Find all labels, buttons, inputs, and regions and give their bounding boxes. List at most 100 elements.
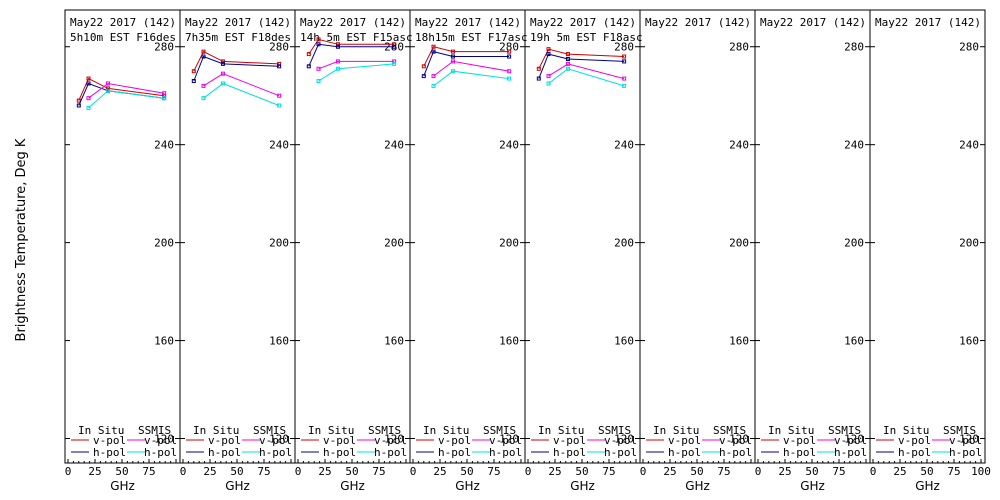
insitu-vpol-line [538,48,625,70]
ssmis-hpol-point [277,103,282,108]
insitu-vpol-point [306,52,311,57]
insitu-hpol-point [86,81,91,86]
ssmis-vpol-point [450,59,455,64]
panel-title: May22 2017 (142) [185,16,291,29]
x-tick-label: 0 [755,465,762,478]
ssmis-vpol-point [162,91,167,96]
ssmis-vpol-line [433,60,510,77]
legend-label-insitu-hpol: h-pol [898,446,931,459]
ssmis-hpol-point [622,83,627,88]
legend-title-insitu: In Situ [78,424,124,437]
x-tick-label: 25 [318,465,331,478]
ssmis-hpol-line [318,63,395,82]
insitu-hpol-point [565,56,570,61]
x-tick-label: 0 [295,465,302,478]
ssmis-vpol-point [507,69,512,74]
y-tick-label: 120 [269,433,289,446]
ssmis-vpol-point [335,59,340,64]
x-axis-label: GHz [340,479,365,493]
panel-subtitle: 14h 5m EST F15asc [300,31,413,44]
legend-label-insitu-hpol: h-pol [553,446,586,459]
panel-subtitle: 19h 5m EST F18asc [530,31,643,44]
ssmis-vpol-point [316,66,321,71]
insitu-vpol-line [78,77,165,101]
y-tick-label: 120 [384,433,404,446]
x-tick-label: 75 [717,465,730,478]
legend-title-insitu: In Situ [308,424,354,437]
legend-title-insitu: In Situ [423,424,469,437]
insitu-vpol-point [431,44,436,49]
insitu-hpol-point [546,52,551,57]
x-tick-label: 0 [410,465,417,478]
legend-label-ssmis-vpol: v-pol [259,434,292,447]
y-tick-label: 160 [269,335,289,348]
x-tick-label: 75 [487,465,500,478]
panel-7: 120 160 200 240 280 0 25 50 75 GHz May22 2017 (142… [754,9,871,493]
x-axis-label: GHz [685,479,710,493]
insitu-hpol-point [191,79,196,84]
insitu-vpol-point [105,86,110,91]
legend-label-ssmis-vpol: v-pol [834,434,867,447]
legend-title-ssmis: SSMIS [368,424,401,437]
legend-title-insitu: In Situ [193,424,239,437]
ssmis-hpol-point [565,66,570,71]
legend-label-insitu-vpol: v-pol [208,434,241,447]
y-tick-label: 160 [154,335,174,348]
insitu-hpol-line [193,55,280,82]
ssmis-vpol-point [431,74,436,79]
legend-label-insitu-vpol: v-pol [668,434,701,447]
x-tick-label: 75 [257,465,270,478]
ssmis-vpol-point [392,59,397,64]
ssmis-vpol-point [565,61,570,66]
y-tick-label: 200 [729,237,749,250]
x-tick-label: 75 [372,465,385,478]
legend-label-insitu-vpol: v-pol [553,434,586,447]
insitu-vpol-point [162,93,167,98]
ssmis-hpol-point [201,96,206,101]
y-tick-label: 280 [269,41,289,54]
insitu-hpol-point [316,42,321,47]
insitu-hpol-point [450,54,455,59]
x-tick-label: 100 [971,465,991,478]
ssmis-hpol-point [507,76,512,81]
ssmis-hpol-point [546,81,551,86]
panel-title: May22 2017 (142) [645,16,751,29]
panel-title: May22 2017 (142) [415,16,521,29]
insitu-vpol-point [191,69,196,74]
insitu-vpol-point [546,47,551,52]
x-tick-label: 50 [460,465,473,478]
insitu-vpol-point [220,59,225,64]
y-tick-label: 160 [614,335,634,348]
insitu-hpol-point [201,54,206,59]
y-tick-label: 160 [959,335,979,348]
legend-title-ssmis: SSMIS [943,424,976,437]
x-tick-label: 25 [203,465,216,478]
x-tick-label: 50 [920,465,933,478]
legend-label-ssmis-hpol: h-pol [374,446,407,459]
panel-4: 120 160 200 240 280 0 25 50 75 GHz May22 2017 (142… [409,9,528,493]
x-tick-label: 25 [88,465,101,478]
y-tick-label: 160 [384,335,404,348]
ssmis-vpol-line [548,63,625,80]
x-tick-label: 75 [947,465,960,478]
legend-label-insitu-vpol: v-pol [438,434,471,447]
y-tick-label: 240 [959,139,979,152]
x-tick-label: 25 [663,465,676,478]
legend-label-ssmis-vpol: v-pol [604,434,637,447]
x-tick-label: 50 [805,465,818,478]
y-tick-label: 240 [844,139,864,152]
ssmis-hpol-point [335,66,340,71]
insitu-hpol-point [421,74,426,79]
ssmis-vpol-line [88,82,165,99]
x-tick-label: 0 [180,465,187,478]
x-tick-label: 0 [65,465,72,478]
ssmis-hpol-line [203,82,280,106]
ssmis-hpol-point [392,61,397,66]
y-tick-label: 120 [614,433,634,446]
x-tick-label: 25 [548,465,561,478]
x-axis-label: GHz [800,479,825,493]
legend-label-insitu-vpol: v-pol [898,434,931,447]
